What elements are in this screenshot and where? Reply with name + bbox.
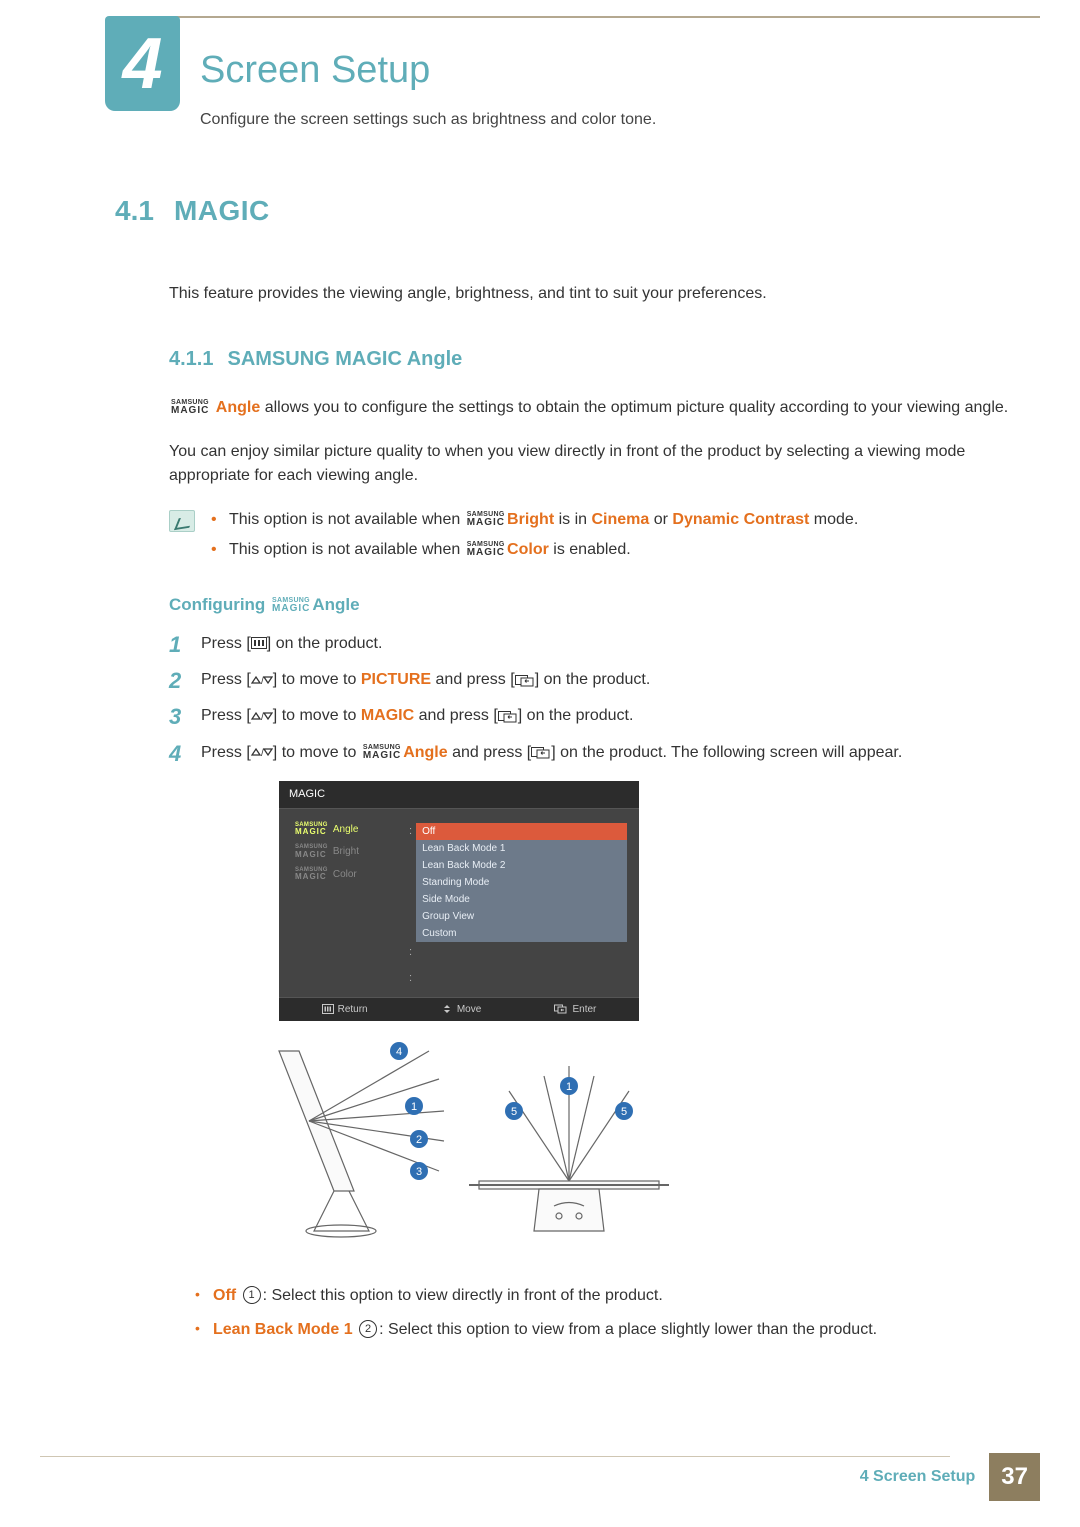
samsung-magic-logo-icon: SAMSUNGMAGIC	[467, 542, 505, 557]
updown-icon: /	[251, 674, 273, 686]
updown-icon: /	[251, 710, 273, 722]
note-item: This option is not available when SAMSUN…	[211, 508, 858, 532]
step-item: 2 Press [/] to move to PICTURE and press…	[169, 668, 1010, 694]
chapter-title: Screen Setup	[200, 42, 430, 99]
osd-option: Standing Mode	[416, 874, 627, 891]
samsung-magic-logo-icon: SAMSUNGMAGIC	[467, 512, 505, 527]
steps-list: 1 Press [] on the product. 2 Press [/] t…	[169, 632, 1010, 768]
osd-move: Move	[441, 1002, 481, 1017]
osd-screenshot: MAGIC SAMSUNGMAGIC Angle SAMSUNGMAGIC Br…	[279, 781, 639, 1021]
samsung-magic-logo-icon: SAMSUNGMAGIC	[295, 845, 328, 858]
enter-icon	[515, 673, 535, 687]
section-heading: 4.1 MAGIC	[115, 190, 1010, 232]
step-number: 1	[169, 632, 189, 658]
enter-icon	[531, 745, 551, 759]
circle-number-icon: 2	[359, 1320, 377, 1338]
svg-text:/: /	[261, 748, 264, 758]
top-rule	[170, 16, 1040, 18]
osd-option: Lean Back Mode 1	[416, 840, 627, 857]
subsection-number: 4.1.1	[169, 344, 213, 374]
section-title: MAGIC	[174, 190, 270, 232]
osd-footer: Return Move Enter	[279, 997, 639, 1021]
diagram-label: 1	[411, 1101, 417, 1113]
chapter-intro: Configure the screen settings such as br…	[200, 108, 1010, 132]
footer-rule	[40, 1456, 950, 1457]
osd-enter: Enter	[554, 1002, 596, 1017]
step-item: 3 Press [/] to move to MAGIC and press […	[169, 704, 1010, 730]
step-item: 1 Press [] on the product.	[169, 632, 1010, 658]
diagram-label: 3	[416, 1166, 422, 1178]
osd-option: Group View	[416, 908, 627, 925]
step-number: 3	[169, 704, 189, 730]
option-item: Lean Back Mode 1 2: Select this option t…	[195, 1318, 1010, 1342]
osd-menu-item: SAMSUNGMAGIC Color	[293, 868, 399, 881]
page-number: 37	[989, 1453, 1040, 1501]
angle-diagram: 4 1 2 3	[239, 1031, 679, 1264]
option-description-list: Off 1: Select this option to view direct…	[195, 1284, 1010, 1342]
note-item: This option is not available when SAMSUN…	[211, 538, 858, 562]
step-number: 4	[169, 741, 189, 767]
content: 4.1 MAGIC This feature provides the view…	[115, 190, 1010, 1352]
samsung-magic-logo-icon: SAMSUNGMAGIC	[272, 598, 310, 613]
subsection-para-2: You can enjoy similar picture quality to…	[169, 440, 1010, 488]
samsung-magic-logo-icon: SAMSUNGMAGIC	[363, 745, 401, 760]
diagram-label: 4	[396, 1046, 402, 1058]
page: 4 Screen Setup Configure the screen sett…	[0, 0, 1080, 1527]
osd-right-panel: : Off Lean Back Mode 1 Lean Back Mode 2 …	[399, 809, 639, 997]
osd-option: Custom	[416, 925, 627, 942]
angle-label: Angle	[216, 399, 260, 416]
samsung-magic-logo-icon: SAMSUNGMAGIC	[295, 868, 328, 881]
option-item: Off 1: Select this option to view direct…	[195, 1284, 1010, 1308]
osd-left-menu: SAMSUNGMAGIC Angle SAMSUNGMAGIC Bright S…	[279, 809, 399, 997]
osd-return: Return	[322, 1002, 368, 1017]
diagram-label: 5	[621, 1106, 627, 1118]
chapter-badge: 4	[105, 16, 180, 111]
enter-icon	[498, 709, 518, 723]
subsection-heading: 4.1.1 SAMSUNG MAGIC Angle	[169, 344, 1010, 374]
samsung-magic-logo-icon: SAMSUNGMAGIC	[171, 400, 209, 415]
configuring-heading: Configuring SAMSUNGMAGICAngle	[169, 592, 1010, 618]
subsection-title: SAMSUNG MAGIC Angle	[227, 344, 462, 374]
footer-label: 4 Screen Setup	[846, 1457, 990, 1497]
osd-dropdown: Off Lean Back Mode 1 Lean Back Mode 2 St…	[416, 823, 627, 942]
svg-text:/: /	[261, 712, 264, 722]
diagram-label: 5	[511, 1106, 517, 1118]
svg-text:/: /	[261, 676, 264, 686]
menu-icon	[251, 637, 267, 649]
note-icon	[169, 510, 195, 532]
diagram-label: 2	[416, 1134, 422, 1146]
section-intro: This feature provides the viewing angle,…	[169, 282, 1010, 306]
osd-title: MAGIC	[279, 781, 639, 809]
step-number: 2	[169, 668, 189, 694]
osd-menu-item: SAMSUNGMAGIC Angle	[293, 823, 399, 836]
footer: 4 Screen Setup 37	[846, 1453, 1040, 1501]
osd-option: Side Mode	[416, 891, 627, 908]
diagram-label: 1	[566, 1081, 572, 1093]
updown-icon: /	[251, 746, 273, 758]
step-item: 4 Press [/] to move to SAMSUNGMAGICAngle…	[169, 741, 1010, 767]
note-block: This option is not available when SAMSUN…	[169, 508, 1010, 568]
subsection-para-1: SAMSUNGMAGIC Angle allows you to configu…	[169, 396, 1010, 420]
samsung-magic-logo-icon: SAMSUNGMAGIC	[295, 823, 328, 836]
circle-number-icon: 1	[243, 1286, 261, 1304]
osd-option: Lean Back Mode 2	[416, 857, 627, 874]
note-list: This option is not available when SAMSUN…	[211, 508, 858, 568]
section-number: 4.1	[115, 190, 154, 232]
osd-option: Off	[416, 823, 627, 840]
osd-menu-item: SAMSUNGMAGIC Bright	[293, 845, 399, 858]
